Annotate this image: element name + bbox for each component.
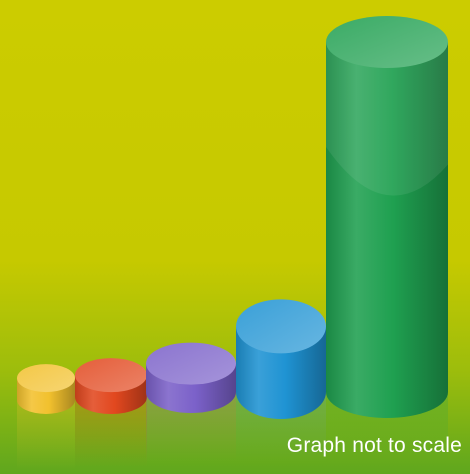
cylinder-top-3 <box>146 342 236 385</box>
cylinder-bar-3 <box>146 342 236 462</box>
scale-footnote: Graph not to scale <box>286 434 462 457</box>
cylinder-gloss-5 <box>326 42 448 196</box>
cylinder-top-4 <box>236 299 326 354</box>
cylinder-bar-5 <box>326 16 448 462</box>
cylinder-body-5 <box>326 42 448 418</box>
cylinder-bar-4 <box>236 299 326 462</box>
cylinder-top-5 <box>326 16 448 68</box>
cylinder-top-1 <box>17 364 75 393</box>
cylinder-bar-2 <box>75 358 147 467</box>
cylinder-bar-1 <box>17 364 75 470</box>
cylinder-top-2 <box>75 358 147 393</box>
